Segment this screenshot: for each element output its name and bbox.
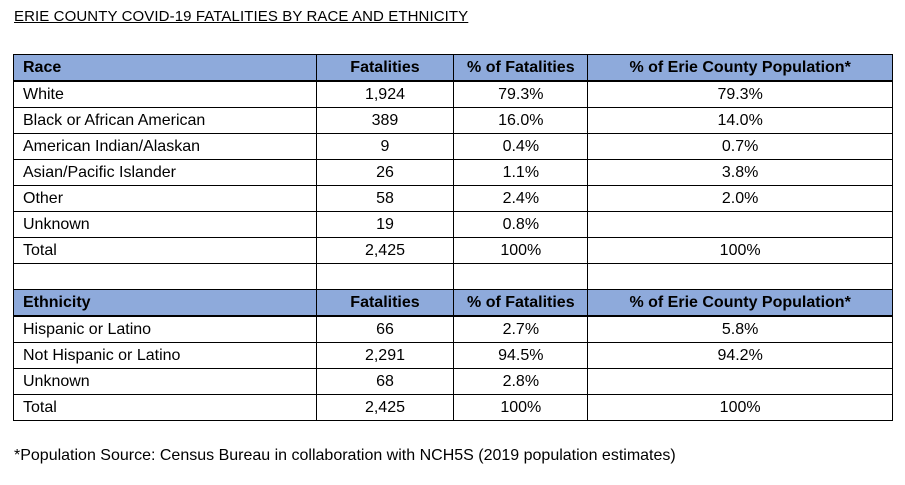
pct-population-cell: 79.3% bbox=[587, 80, 893, 108]
empty-cell bbox=[587, 263, 893, 290]
fatalities-cell: 2,425 bbox=[315, 394, 455, 421]
row-label: Total bbox=[13, 237, 317, 264]
race-row: Unknown 19 0.8% bbox=[13, 211, 893, 238]
row-label: White bbox=[13, 80, 317, 108]
pct-population-cell: 100% bbox=[587, 237, 893, 264]
pct-population-cell: 0.7% bbox=[587, 133, 893, 160]
fatalities-cell: 9 bbox=[315, 133, 455, 160]
pct-fatalities-cell: 2.8% bbox=[453, 368, 589, 395]
pct-fatalities-cell: 1.1% bbox=[453, 159, 589, 186]
pct-population-cell: 14.0% bbox=[587, 107, 893, 134]
pct-fatalities-cell: 100% bbox=[453, 394, 589, 421]
ethnicity-row: Unknown 68 2.8% bbox=[13, 368, 893, 395]
row-label: Not Hispanic or Latino bbox=[13, 342, 317, 369]
ethnicity-row: Total 2,425 100% 100% bbox=[13, 394, 893, 421]
pct-population-cell bbox=[587, 211, 893, 238]
fatalities-cell: 26 bbox=[315, 159, 455, 186]
ethnicity-row: Hispanic or Latino 66 2.7% 5.8% bbox=[13, 315, 893, 343]
fatalities-table: Race Fatalities % of Fatalities % of Eri… bbox=[13, 54, 893, 421]
ethnicity-header-pct-fatalities: % of Fatalities bbox=[453, 289, 589, 317]
race-header-label: Race bbox=[13, 54, 317, 82]
spacer-row bbox=[13, 263, 893, 290]
pct-fatalities-cell: 94.5% bbox=[453, 342, 589, 369]
pct-fatalities-cell: 79.3% bbox=[453, 80, 589, 108]
row-label: Asian/Pacific Islander bbox=[13, 159, 317, 186]
row-label: Other bbox=[13, 185, 317, 212]
fatalities-table-body: Race Fatalities % of Fatalities % of Eri… bbox=[13, 54, 893, 421]
race-row: Black or African American 389 16.0% 14.0% bbox=[13, 107, 893, 134]
ethnicity-header-row: Ethnicity Fatalities% of Fatalities% of E… bbox=[13, 289, 893, 317]
pct-population-cell: 3.8% bbox=[587, 159, 893, 186]
fatalities-cell: 389 bbox=[315, 107, 455, 134]
race-header-pct-population: % of Erie County Population* bbox=[587, 54, 893, 82]
pct-fatalities-cell: 100% bbox=[453, 237, 589, 264]
race-row: Total 2,425 100% 100% bbox=[13, 237, 893, 264]
race-row: Other 58 2.4% 2.0% bbox=[13, 185, 893, 212]
fatalities-cell: 68 bbox=[315, 368, 455, 395]
row-label: Total bbox=[13, 394, 317, 421]
ethnicity-header-label: Ethnicity bbox=[13, 289, 317, 317]
fatalities-cell: 2,425 bbox=[315, 237, 455, 264]
race-row: American Indian/Alaskan 9 0.4% 0.7% bbox=[13, 133, 893, 160]
fatalities-cell: 19 bbox=[315, 211, 455, 238]
row-label: Hispanic or Latino bbox=[13, 315, 317, 343]
ethnicity-header-pct-population: % of Erie County Population* bbox=[587, 289, 893, 317]
pct-population-cell: 94.2% bbox=[587, 342, 893, 369]
pct-population-cell: 5.8% bbox=[587, 315, 893, 343]
row-label: Unknown bbox=[13, 368, 317, 395]
race-header-pct-fatalities: % of Fatalities bbox=[453, 54, 589, 82]
pct-fatalities-cell: 0.8% bbox=[453, 211, 589, 238]
pct-fatalities-cell: 2.7% bbox=[453, 315, 589, 343]
row-label: Black or African American bbox=[13, 107, 317, 134]
fatalities-cell: 2,291 bbox=[315, 342, 455, 369]
empty-cell bbox=[13, 263, 317, 290]
pct-population-cell bbox=[587, 368, 893, 395]
race-row: White 1,924 79.3% 79.3% bbox=[13, 80, 893, 108]
race-row: Asian/Pacific Islander 26 1.1% 3.8% bbox=[13, 159, 893, 186]
pct-fatalities-cell: 2.4% bbox=[453, 185, 589, 212]
pct-fatalities-cell: 0.4% bbox=[453, 133, 589, 160]
fatalities-cell: 1,924 bbox=[315, 80, 455, 108]
pct-population-cell: 100% bbox=[587, 394, 893, 421]
ethnicity-row: Not Hispanic or Latino 2,291 94.5% 94.2% bbox=[13, 342, 893, 369]
race-header-fatalities: Fatalities bbox=[315, 54, 455, 82]
ethnicity-header-fatalities: Fatalities bbox=[315, 289, 455, 317]
empty-cell bbox=[453, 263, 589, 290]
empty-cell bbox=[315, 263, 455, 290]
row-label: Unknown bbox=[13, 211, 317, 238]
race-header-row: Race Fatalities % of Fatalities % of Eri… bbox=[13, 54, 893, 82]
fatalities-cell: 66 bbox=[315, 315, 455, 343]
page-title: ERIE COUNTY COVID-19 FATALITIES BY RACE … bbox=[14, 8, 469, 25]
pct-fatalities-cell: 16.0% bbox=[453, 107, 589, 134]
fatalities-cell: 58 bbox=[315, 185, 455, 212]
row-label: American Indian/Alaskan bbox=[13, 133, 317, 160]
pct-population-cell: 2.0% bbox=[587, 185, 893, 212]
population-source-footnote: *Population Source: Census Bureau in col… bbox=[14, 447, 676, 464]
